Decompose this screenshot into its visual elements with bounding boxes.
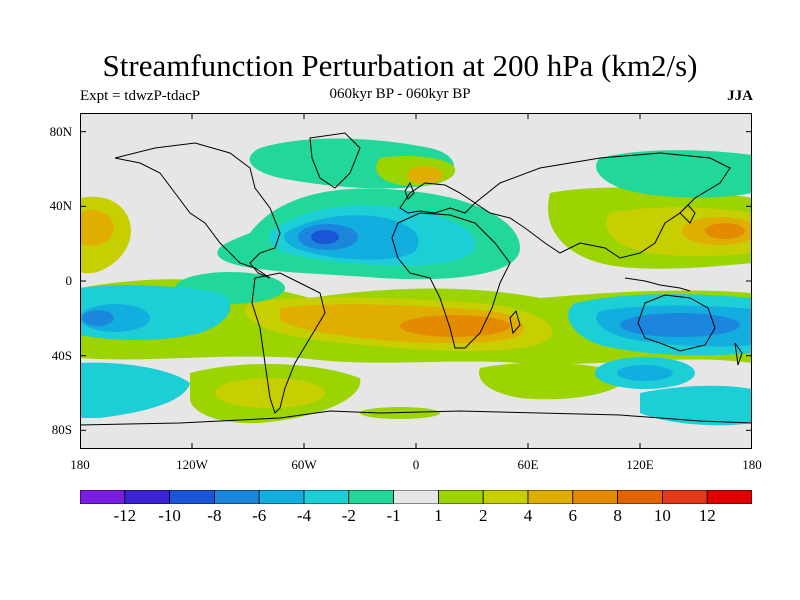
x-tick-label: 60E: [517, 457, 539, 472]
colorbar-swatch: [527, 490, 574, 504]
y-tick-label: 80N: [49, 123, 72, 139]
y-tick-label: 80S: [51, 422, 72, 438]
new-zealand-outline: [734, 342, 743, 366]
europe-outline: [399, 182, 476, 214]
colorbar-label: 2: [478, 506, 488, 525]
x-tick-label: 180: [70, 457, 90, 472]
x-tick-label: 0: [412, 457, 420, 472]
colorbar-label: 10: [653, 506, 671, 525]
contour-sind-high: [479, 362, 630, 400]
colorbar-label: 12: [698, 506, 716, 525]
x-tick-label: 180: [742, 457, 762, 472]
asia-outline: [474, 152, 731, 259]
colorbar: [80, 490, 752, 504]
colorbar-label: 6: [568, 506, 578, 525]
contour-atlantic-peak: [311, 230, 339, 244]
greenland-outline: [309, 132, 361, 189]
colorbar-swatch: [80, 490, 126, 504]
colorbar-label: -1: [386, 506, 401, 525]
x-tick-label: 120E: [626, 457, 654, 472]
colorbar-swatch: [303, 490, 350, 504]
x-tick-label: 120W: [176, 457, 208, 472]
madagascar-outline: [509, 309, 521, 335]
colorbar-swatch: [437, 490, 484, 504]
colorbar-label: 8: [613, 506, 622, 525]
contour-npac-core: [80, 210, 114, 246]
indonesia-outline: [624, 277, 691, 292]
axis-ticks: [80, 113, 752, 449]
colorbar-label: 1: [434, 506, 443, 525]
contour-arctic-east: [596, 150, 752, 198]
contour-southern-ocean-core: [215, 378, 325, 408]
y-tick-label: 40S: [51, 347, 72, 363]
africa-outline: [391, 212, 511, 349]
x-tick-label: 60W: [291, 457, 317, 472]
colorbar-label: -12: [113, 506, 137, 525]
season-label: JJA: [727, 88, 753, 104]
colorbar-label: 4: [523, 506, 533, 525]
colorbar-swatch: [258, 490, 305, 504]
y-tick-label: 40N: [49, 198, 72, 214]
experiment-label: Expt = tdwzP-tdacP: [80, 88, 201, 104]
antarctica-outline: [80, 410, 752, 426]
period-label: 060kyr BP - 060kyr BP: [329, 86, 471, 102]
uk-outline: [404, 181, 415, 200]
map-plot: [80, 113, 752, 449]
colorbar-label: -10: [158, 506, 181, 525]
colorbar-swatch: [348, 490, 394, 504]
colorbar-label: -6: [252, 506, 267, 525]
australia-outline: [637, 294, 716, 352]
colorbar-label: -8: [207, 506, 222, 525]
contour-satl-core: [400, 315, 510, 337]
contour-swpac-low: [80, 362, 190, 418]
colorbar-swatch: [482, 490, 529, 504]
contour-fields: [80, 138, 752, 426]
japan-outline: [679, 204, 696, 224]
north-america-outline: [114, 142, 281, 279]
colorbar-swatch: [124, 490, 170, 504]
coastlines: [80, 132, 752, 426]
colorbar-swatch: [213, 490, 260, 504]
contour-se-corner: [640, 385, 752, 426]
contour-asia-core: [705, 223, 745, 239]
contour-sind-low-core: [617, 365, 673, 381]
colorbar-swatch: [706, 490, 752, 504]
colorbar-swatch: [393, 490, 439, 504]
y-tick-label: 0: [65, 273, 73, 288]
colorbar-swatch: [572, 490, 618, 504]
colorbar-label: -4: [296, 506, 312, 525]
south-america-outline: [251, 272, 326, 414]
colorbar-swatch: [617, 490, 663, 504]
contour-europe-core: [407, 166, 443, 184]
contour-indian-core: [620, 313, 740, 337]
colorbar-label: -2: [341, 506, 356, 525]
map-title: Streamfunction Perturbation at 200 hPa (…: [102, 48, 698, 83]
colorbar-swatch: [169, 490, 215, 504]
contour-sepac-core: [82, 310, 114, 326]
colorbar-swatch: [662, 490, 708, 504]
